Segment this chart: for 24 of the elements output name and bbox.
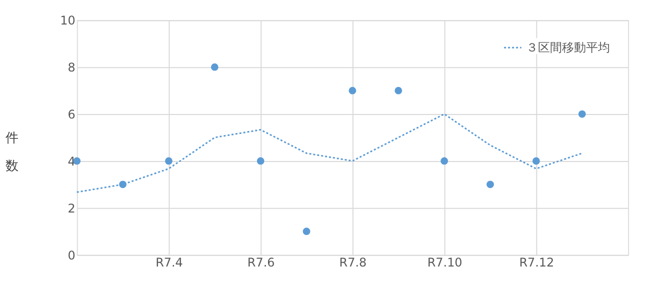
legend-label: ３区間移動平均 (526, 40, 610, 55)
y-tick-label: 4 (68, 154, 76, 168)
point (348, 86, 356, 94)
point (532, 157, 540, 165)
y-tick-label: 8 (68, 60, 76, 75)
x-tick-label: R7.12 (519, 255, 554, 270)
point (210, 63, 218, 71)
point (578, 110, 586, 118)
line-series (76, 113, 583, 193)
y-tick-label: 2 (68, 201, 76, 216)
y-tick-label: 10 (60, 14, 76, 28)
y-axis-title: 件数 (6, 130, 19, 174)
point (440, 157, 448, 165)
point (302, 228, 310, 236)
y-tick-label: 0 (68, 248, 76, 262)
point (394, 86, 402, 94)
point (486, 180, 494, 188)
x-tick-label: R7.4 (156, 255, 183, 270)
point (256, 157, 264, 165)
x-tick-label: R7.10 (427, 255, 462, 270)
y-tick-label: 6 (68, 108, 76, 122)
x-tick-label: R7.8 (339, 255, 367, 270)
x-tick-label: R7.6 (247, 255, 275, 270)
point (165, 157, 172, 165)
